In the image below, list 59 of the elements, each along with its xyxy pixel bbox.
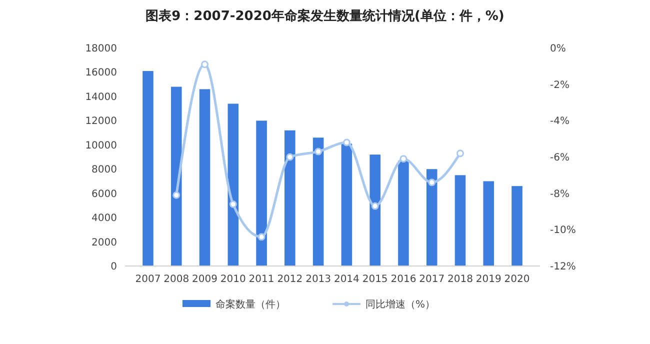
bar: [170, 86, 182, 266]
point: [286, 153, 294, 161]
point: [400, 155, 408, 163]
y-tick-label: 14000: [85, 92, 117, 103]
bar: [454, 175, 466, 266]
bar: [228, 104, 239, 266]
x-tick-label: 2011: [248, 274, 274, 285]
y2-tick-label: 0%: [550, 44, 566, 54]
point: [201, 60, 209, 68]
point: [428, 178, 436, 186]
x-tick-label: 2010: [220, 274, 246, 285]
point: [172, 191, 180, 199]
y-tick-label: 16000: [85, 68, 117, 79]
y2-tick-label: -8%: [550, 188, 570, 200]
point: [342, 138, 350, 146]
y-tick-label: 12000: [85, 116, 117, 128]
bar: [512, 186, 522, 266]
y2-tick-label: -12%: [550, 262, 576, 272]
chart-title: 图表9：2007-2020年命案发生数量统计情况(单位：件，%): [146, 8, 504, 24]
point: [229, 200, 237, 208]
point: [371, 202, 379, 210]
x-tick-label: 2014: [334, 274, 360, 285]
x-tick-label: 2009: [192, 274, 218, 285]
x-tick-label: 2015: [362, 274, 388, 285]
y-tick-label: 2000: [92, 237, 117, 248]
bar: [370, 154, 380, 266]
y-tick-label: 8000: [92, 164, 117, 176]
legend-label: 命案数量（件）: [216, 298, 286, 310]
y2-tick-label: -6%: [550, 152, 570, 164]
y-tick-label: 10000: [85, 140, 117, 152]
bar: [284, 130, 296, 266]
point: [258, 233, 266, 241]
x-tick-label: 2020: [504, 274, 530, 285]
bar: [312, 138, 324, 266]
x-tick-label: 2018: [448, 274, 473, 285]
bar: [199, 89, 210, 266]
y2-tick-label: -2%: [550, 80, 570, 91]
y2-tick-label: -10%: [550, 225, 576, 236]
x-tick-label: 2007: [135, 274, 161, 285]
bar: [142, 71, 154, 266]
x-tick-label: 2013: [306, 274, 332, 285]
legend-label: 同比增速（%）: [366, 298, 436, 310]
bar: [398, 160, 409, 266]
x-tick-label: 2016: [390, 274, 416, 285]
bar: [483, 181, 494, 266]
y-tick-label: 6000: [92, 188, 117, 200]
point: [314, 148, 322, 156]
bar: [426, 169, 438, 266]
x-tick-label: 2017: [419, 274, 445, 285]
bar: [341, 144, 352, 266]
x-tick-label: 2008: [164, 274, 190, 285]
y-tick-label: 4000: [92, 213, 117, 224]
y-tick-label: 0: [110, 262, 117, 272]
point: [456, 150, 464, 158]
y2-tick-label: -4%: [550, 116, 570, 128]
y-tick-label: 18000: [85, 44, 117, 54]
bar: [256, 120, 267, 266]
x-tick-label: 2019: [476, 274, 502, 285]
x-tick-label: 2012: [277, 274, 303, 285]
